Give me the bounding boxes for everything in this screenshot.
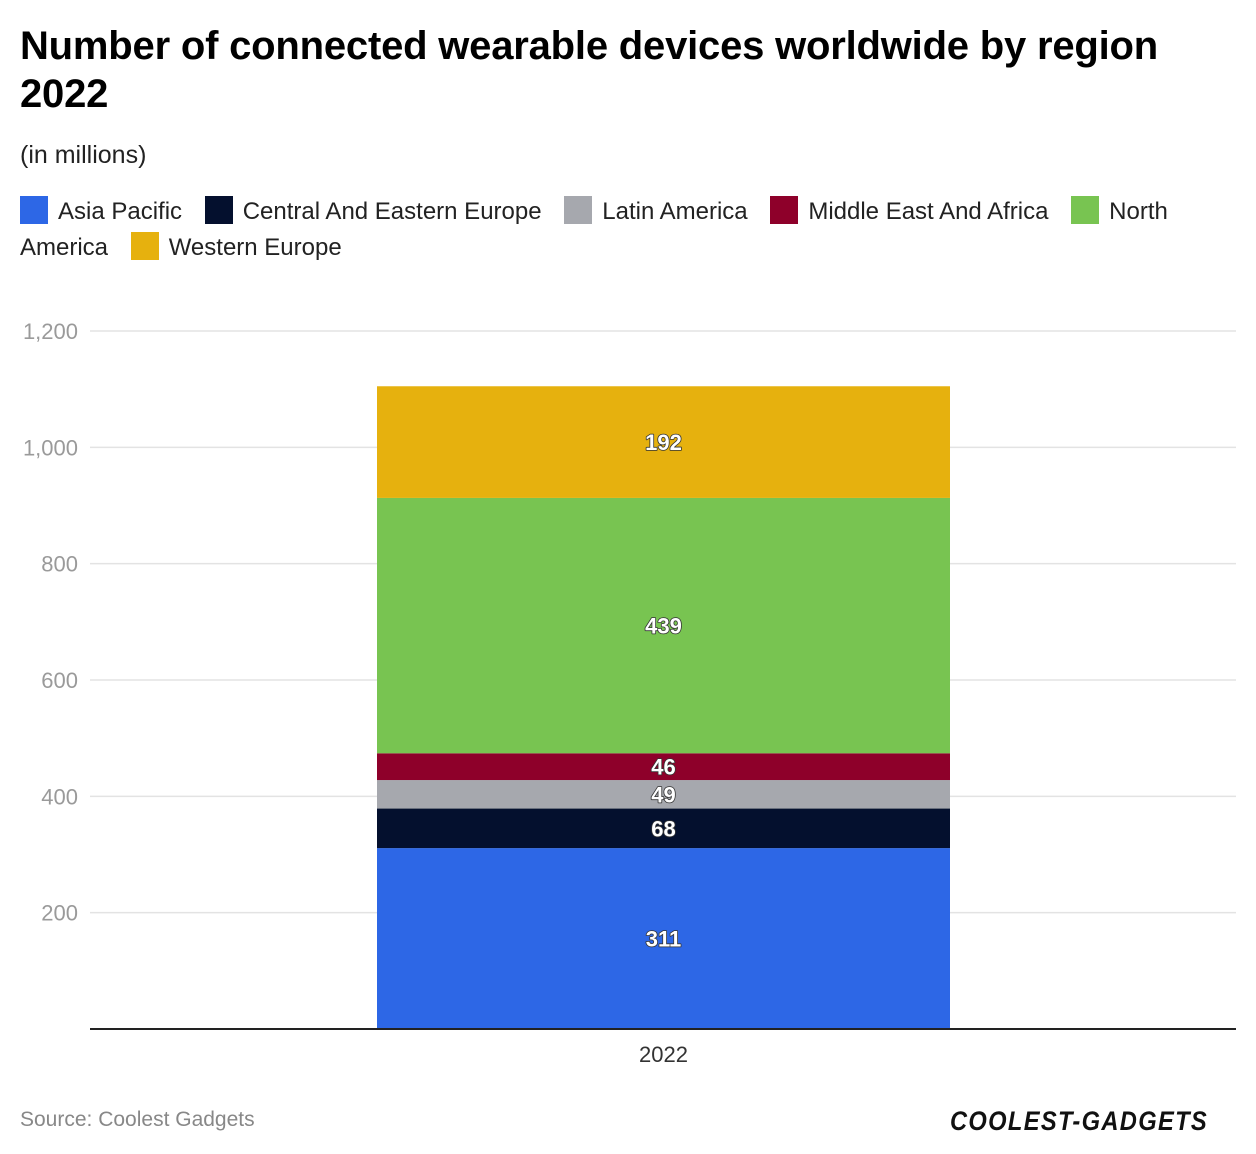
legend-item-middle-east-and-africa[interactable]: Middle East And Africa: [770, 196, 1049, 225]
legend-label-north-america: North America: [20, 198, 1168, 261]
legend-swatch-western-europe: [130, 232, 159, 260]
legend-item-north-america[interactable]: North America: [20, 196, 1168, 261]
legend-swatch-north-america: [1071, 196, 1100, 224]
legend-label-asia-pacific: Asia Pacific: [58, 198, 183, 225]
bar-segment-asia-pacific: [377, 848, 950, 1029]
y-tick-label: 1,200: [23, 319, 78, 344]
data-label-north-america: 439: [645, 614, 682, 639]
data-label-asia-pacific: 311: [646, 927, 682, 952]
legend-label-central-and-eastern-europe: Central And Eastern Europe: [242, 198, 542, 225]
legend-item-asia-pacific[interactable]: Asia Pacific: [20, 196, 183, 225]
source-note: Source: Coolest Gadgets: [20, 1108, 255, 1131]
y-tick-label: 1,000: [23, 435, 78, 460]
bar-segment-western-europe: [377, 386, 950, 498]
y-tick-label: 800: [41, 552, 78, 577]
bar-segment-latin-america: [377, 780, 950, 809]
x-axis: 2022: [90, 1028, 1236, 1067]
x-tick-label: 2022: [639, 1042, 688, 1067]
coolest-gadgets-logo: COOLEST-GADGETS: [950, 1106, 1208, 1136]
legend-swatch-asia-pacific: [20, 196, 48, 224]
y-tick-label: 600: [41, 668, 78, 693]
legend-swatch-central-and-eastern-europe: [204, 196, 233, 224]
legend-swatch-middle-east-and-africa: [770, 196, 799, 224]
bar-segment-north-america: [377, 497, 950, 754]
legend-item-latin-america[interactable]: Latin America: [564, 196, 748, 225]
y-tick-label: 400: [41, 784, 78, 809]
y-tick-label: 200: [41, 901, 78, 926]
data-label-latin-america: 49: [651, 782, 675, 807]
data-label-middle-east-and-africa: 46: [651, 755, 675, 780]
bar-segment-middle-east-and-africa: [377, 753, 950, 781]
chart-subtitle: (in millions): [20, 141, 147, 169]
legend-label-middle-east-and-africa: Middle East And Africa: [808, 198, 1049, 225]
data-label-central-and-eastern-europe: 68: [651, 816, 675, 841]
chart-title: Number of connected wearable devices wor…: [20, 24, 1158, 116]
bar-segments: [377, 386, 950, 1029]
legend-swatch-latin-america: [564, 196, 593, 224]
legend: Asia Pacific Central And Eastern Europe …: [20, 194, 1220, 266]
legend-label-western-europe: Western Europe: [168, 234, 342, 261]
bar-segment-central-and-eastern-europe: [377, 808, 950, 849]
data-label-western-europe: 192: [645, 430, 682, 455]
legend-label-latin-america: Latin America: [602, 198, 748, 225]
y-axis: 200 400 600 800 1,000 1,200: [23, 319, 78, 926]
legend-item-central-and-eastern-europe[interactable]: Central And Eastern Europe: [204, 196, 542, 225]
legend-item-western-europe[interactable]: Western Europe: [130, 232, 342, 261]
logo-text: COOLEST-GADGETS: [950, 1106, 1208, 1136]
